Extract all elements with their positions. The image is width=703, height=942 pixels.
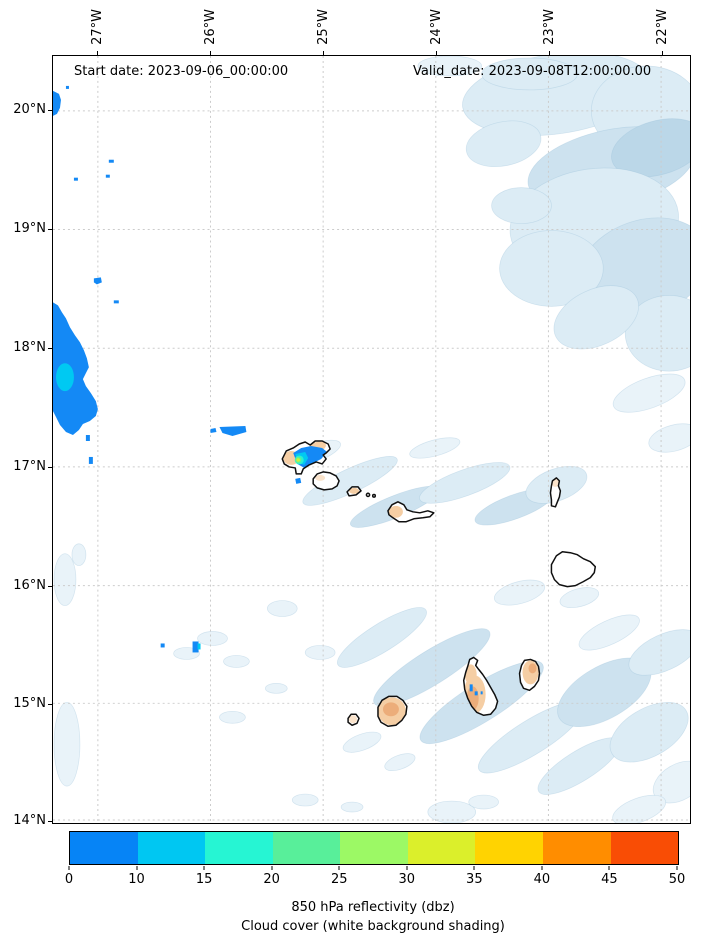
lon-tick-mark: [323, 51, 324, 55]
lat-tick-mark: [48, 467, 52, 468]
island-sao-vicente: [312, 471, 340, 491]
lon-tick-label: 26°W: [202, 9, 218, 45]
start-date-annotation: Start date: 2023-09-06_00:00:00: [74, 64, 289, 79]
island-brava: [347, 713, 360, 727]
colorbar-segment: [272, 832, 341, 864]
lon-tick-mark: [97, 51, 98, 55]
island-santa-luzia: [346, 486, 362, 497]
colorbar-segment: [475, 832, 543, 864]
colorbar-label-line2: Cloud cover (white background shading): [241, 919, 505, 934]
lat-tick-mark: [48, 704, 52, 705]
island-fogo: [377, 695, 408, 728]
map-plot: [52, 55, 691, 824]
cloud-cover-shading: [53, 56, 690, 823]
island-santo-antao: [281, 440, 331, 475]
colorbar-tick-label: 35: [466, 872, 483, 887]
lat-tick-label: 16°N: [13, 578, 46, 593]
colorbar-segment: [407, 832, 476, 864]
islet-raso: [371, 493, 377, 498]
colorbar-segment: [137, 832, 206, 864]
lat-tick-label: 17°N: [13, 459, 46, 474]
colorbar-segment: [340, 832, 408, 864]
graticule-gridlines: [53, 56, 690, 823]
colorbar-tick-label: 10: [128, 872, 145, 887]
colorbar-tick-label: 25: [330, 872, 348, 887]
lon-tick-mark: [436, 51, 437, 55]
colorbar-label-line1: 850 hPa reflectivity (dbz): [291, 900, 455, 915]
colorbar-tick-label: 45: [601, 872, 618, 887]
colorbar-tick-label: 0: [64, 872, 74, 887]
lon-tick-label: 23°W: [541, 9, 557, 45]
colorbar-tick-mark: [338, 866, 340, 870]
lat-tick-label: 14°N: [13, 813, 46, 828]
lon-tick-label: 25°W: [315, 9, 331, 45]
colorbar-segment: [205, 832, 273, 864]
valid-date-annotation: Valid_date: 2023-09-08T12:00:00.00: [413, 64, 652, 79]
lon-tick-label: 24°W: [428, 9, 444, 45]
colorbar-tick-mark: [676, 866, 678, 870]
colorbar-tick-mark: [608, 866, 610, 870]
colorbar-tick-label: 40: [533, 872, 551, 887]
reflectivity-cells: [53, 85, 302, 653]
colorbar-tick-mark: [473, 866, 475, 870]
lat-tick-mark: [48, 586, 52, 587]
lat-tick-label: 18°N: [13, 340, 46, 355]
colorbar-tick-mark: [406, 866, 408, 870]
colorbar-segment: [610, 832, 679, 864]
colorbar-tick-label: 15: [195, 872, 213, 887]
island-sal: [549, 477, 562, 508]
lon-tick-mark: [210, 51, 211, 55]
islet-branco: [365, 492, 371, 498]
island-maio: [518, 658, 541, 692]
colorbar-tick-mark: [271, 866, 273, 870]
map-canvas: [53, 56, 690, 823]
lat-tick-label: 19°N: [13, 221, 46, 236]
colorbar-caption: 850 hPa reflectivity (dbz) Cloud cover (…: [69, 898, 677, 936]
colorbar-tick-mark: [541, 866, 543, 870]
colorbar-tick-mark: [68, 866, 70, 870]
lon-tick-mark: [549, 51, 550, 55]
colorbar-tick-mark: [136, 866, 138, 870]
colorbar-tick-label: 50: [668, 872, 686, 887]
island-sao-nicolau: [387, 501, 435, 523]
lat-tick-mark: [48, 229, 52, 230]
lon-tick-label: 22°W: [654, 9, 670, 45]
lon-tick-mark: [662, 51, 663, 55]
lat-tick-mark: [48, 348, 52, 349]
colorbar-tick-mark: [203, 866, 205, 870]
lat-tick-mark: [48, 821, 52, 822]
lat-tick-label: 15°N: [13, 696, 46, 711]
lat-tick-mark: [48, 110, 52, 111]
colorbar-tick-label: 20: [263, 872, 280, 887]
colorbar-segment: [542, 832, 611, 864]
colorbar-tick-label: 30: [398, 872, 416, 887]
colorbar: [69, 831, 679, 865]
colorbar-segment: [70, 832, 138, 864]
lon-tick-label: 27°W: [89, 9, 105, 45]
lat-tick-label: 20°N: [13, 102, 46, 117]
island-boa-vista: [550, 550, 597, 588]
